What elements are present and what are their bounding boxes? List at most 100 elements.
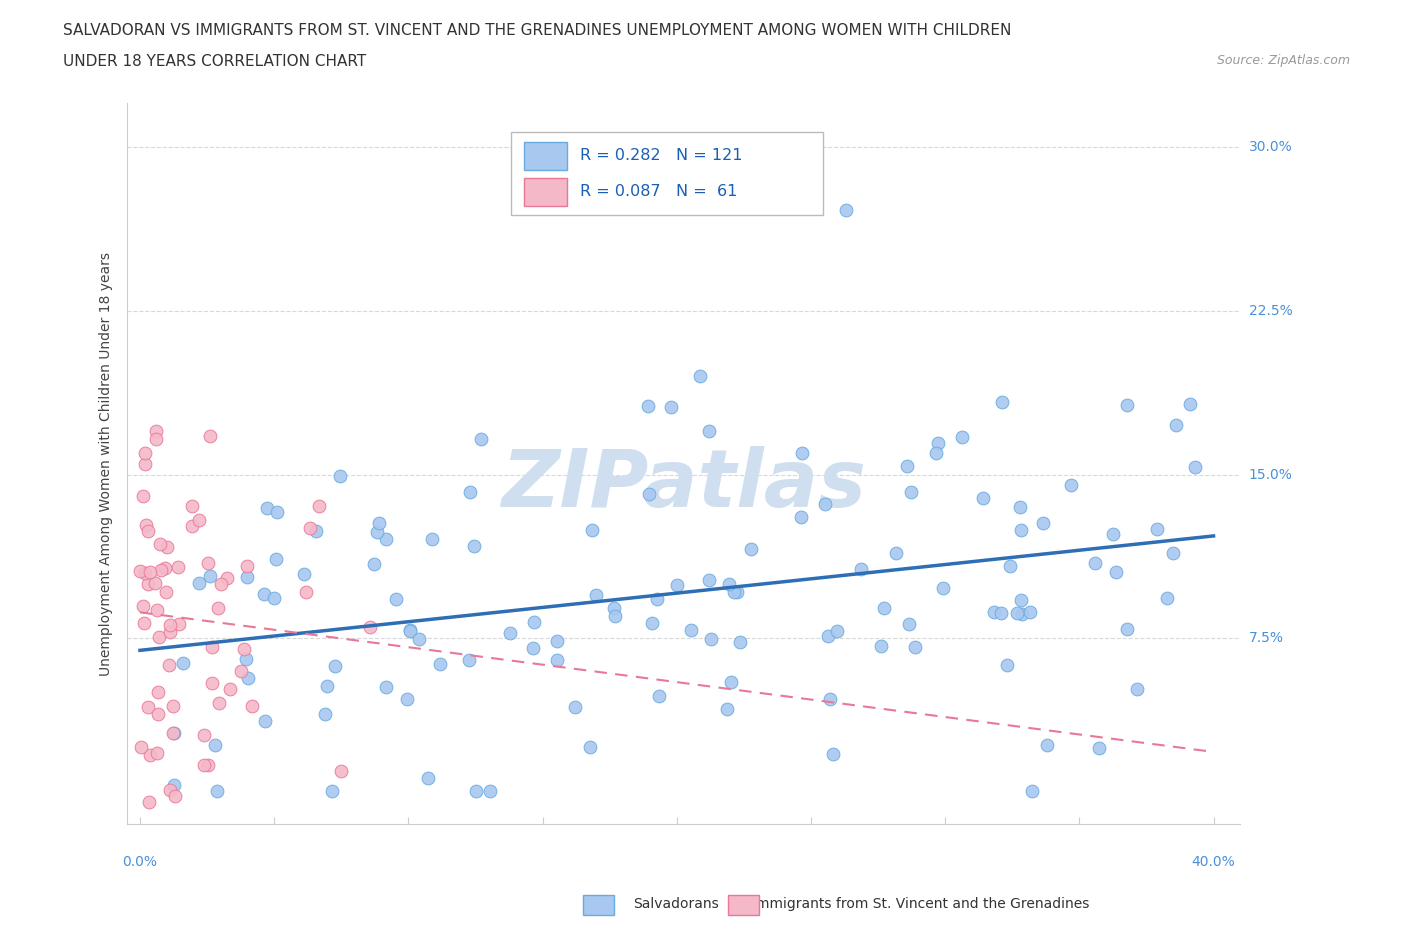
Point: [131, 598, 153, 613]
Point: [723, 585, 745, 600]
Point: [932, 580, 955, 595]
Point: [149, 563, 172, 578]
Point: [314, 706, 336, 721]
Point: [983, 604, 1005, 619]
Point: [145, 432, 167, 446]
Point: [1115, 621, 1137, 636]
Point: [159, 618, 181, 632]
Point: [666, 578, 689, 593]
Text: ZIPatlas: ZIPatlas: [501, 446, 866, 525]
Point: [1161, 546, 1184, 561]
Point: [1084, 556, 1107, 571]
Point: [818, 691, 841, 706]
Point: [139, 565, 162, 579]
Point: [201, 640, 224, 655]
Point: [1018, 604, 1040, 619]
Point: [814, 497, 837, 512]
Point: [315, 679, 337, 694]
Point: [823, 747, 845, 762]
Point: [990, 605, 1012, 620]
Text: R = 0.087   N =  61: R = 0.087 N = 61: [579, 184, 737, 199]
Text: 22.5%: 22.5%: [1249, 304, 1292, 318]
Point: [201, 676, 224, 691]
Point: [298, 521, 321, 536]
Point: [716, 701, 738, 716]
Point: [162, 725, 184, 740]
Point: [1164, 418, 1187, 432]
Point: [679, 622, 702, 637]
Point: [1180, 396, 1202, 411]
Point: [399, 624, 422, 639]
Text: R = 0.282   N = 121: R = 0.282 N = 121: [579, 149, 742, 164]
Point: [149, 537, 172, 551]
Point: [215, 570, 238, 585]
Point: [1011, 606, 1033, 621]
Point: [416, 771, 439, 786]
Point: [1008, 499, 1031, 514]
Point: [157, 658, 180, 672]
Point: [129, 564, 152, 578]
Point: [998, 558, 1021, 573]
Text: 0.0%: 0.0%: [122, 855, 157, 869]
Point: [146, 746, 169, 761]
Point: [659, 400, 682, 415]
Point: [156, 539, 179, 554]
Point: [359, 619, 381, 634]
Point: [193, 727, 215, 742]
Point: [869, 639, 891, 654]
Point: [1035, 737, 1057, 752]
Point: [728, 635, 751, 650]
Point: [148, 707, 170, 722]
Point: [330, 764, 353, 778]
Point: [155, 584, 177, 599]
Point: [207, 784, 229, 799]
Point: [579, 740, 602, 755]
Point: [790, 510, 813, 525]
Point: [159, 783, 181, 798]
Point: [136, 699, 159, 714]
Point: [134, 457, 156, 472]
Point: [240, 699, 263, 714]
Point: [700, 631, 723, 646]
Point: [952, 430, 974, 445]
Point: [1021, 784, 1043, 799]
Point: [207, 601, 229, 616]
Point: [647, 591, 669, 606]
Point: [197, 555, 219, 570]
Point: [134, 565, 156, 580]
Point: [900, 485, 922, 499]
Point: [408, 632, 430, 647]
FancyBboxPatch shape: [524, 178, 567, 206]
Point: [374, 680, 396, 695]
Text: UNDER 18 YEARS CORRELATION CHART: UNDER 18 YEARS CORRELATION CHART: [63, 54, 367, 69]
Point: [172, 656, 194, 671]
Point: [637, 486, 659, 501]
Point: [792, 445, 814, 460]
Point: [129, 739, 152, 754]
Point: [817, 629, 839, 644]
Point: [825, 624, 848, 639]
Point: [697, 573, 720, 588]
Point: [131, 489, 153, 504]
Point: [384, 591, 406, 606]
Text: SALVADORAN VS IMMIGRANTS FROM ST. VINCENT AND THE GRENADINES UNEMPLOYMENT AMONG : SALVADORAN VS IMMIGRANTS FROM ST. VINCEN…: [63, 23, 1012, 38]
Point: [162, 725, 184, 740]
FancyBboxPatch shape: [510, 132, 823, 215]
Point: [204, 737, 226, 752]
Point: [169, 617, 191, 631]
Point: [263, 591, 285, 605]
Point: [972, 491, 994, 506]
Point: [478, 784, 501, 799]
Point: [498, 626, 520, 641]
Point: [896, 458, 918, 473]
Point: [375, 532, 398, 547]
Point: [188, 576, 211, 591]
Point: [180, 498, 202, 513]
Point: [325, 658, 347, 673]
Point: [208, 696, 231, 711]
Point: [236, 558, 259, 573]
Text: Source: ZipAtlas.com: Source: ZipAtlas.com: [1216, 54, 1350, 67]
Point: [1146, 522, 1168, 537]
Point: [235, 652, 257, 667]
Point: [256, 500, 278, 515]
